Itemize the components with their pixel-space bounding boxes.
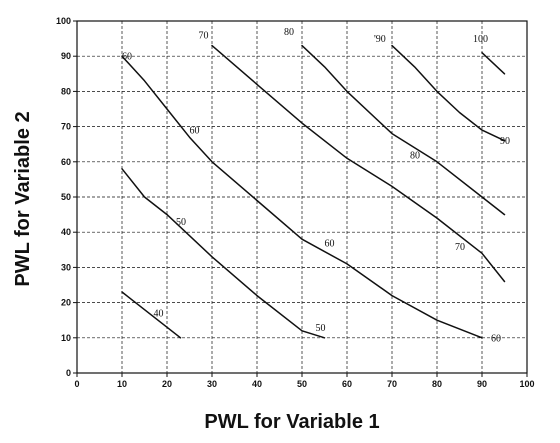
curve-label-1-b: 50 — [316, 323, 326, 334]
x-tick-label: 50 — [297, 379, 307, 389]
curve-line-4 — [211, 44, 506, 283]
x-tick-label: 20 — [162, 379, 172, 389]
y-tick-label: 20 — [61, 298, 71, 308]
curve-label-3-b: 60 — [325, 238, 335, 249]
curve-label-0: 40 — [154, 309, 164, 320]
curve-label-4-b: 70 — [455, 242, 465, 253]
curve-label-7: 100 — [473, 34, 488, 45]
curve-label-3: 60 — [190, 126, 200, 137]
x-tick-label: 40 — [252, 379, 262, 389]
curve-label-4: 70 — [199, 31, 209, 42]
x-tick-label: 90 — [477, 379, 487, 389]
y-tick-label: 100 — [56, 16, 71, 26]
curve-label-1: 50 — [176, 217, 186, 228]
y-tick-label: 80 — [61, 86, 71, 96]
curve-line-2 — [121, 55, 483, 339]
curves — [121, 44, 506, 339]
y-tick-label: 40 — [61, 227, 71, 237]
y-axis-title: PWL for Variable 2 — [12, 111, 34, 286]
y-tick-label: 70 — [61, 122, 71, 132]
curve-label-5-b: 80 — [410, 150, 420, 161]
x-tick-label: 10 — [117, 379, 127, 389]
curve-label-5: 80 — [284, 27, 294, 38]
x-axis-title: PWL for Variable 1 — [204, 411, 379, 433]
x-tick-label: 70 — [387, 379, 397, 389]
curve-label-6-b: 90 — [500, 136, 510, 147]
curve-label-6: '90 — [374, 34, 386, 45]
curve-line-1 — [121, 168, 326, 339]
y-tick-label: 10 — [61, 333, 71, 343]
x-tick-label: 60 — [342, 379, 352, 389]
x-tick-label: 100 — [519, 379, 534, 389]
y-tick-label: 50 — [61, 192, 71, 202]
curve-labels: 40 50 50 60 60 60 60 70 70 80 80 '90 90 100 — [122, 27, 510, 344]
curve-line-5 — [301, 44, 506, 216]
y-tick-label: 30 — [61, 262, 71, 272]
axis-ticks: 0 10 20 30 40 50 60 70 80 90 100 0 10 20 30 40 50 60 70 80 9… — [56, 16, 535, 389]
curve-line-7 — [481, 51, 506, 75]
x-tick-label: 0 — [74, 379, 79, 389]
curve-line-6 — [391, 44, 506, 142]
y-tick-label: 60 — [61, 157, 71, 167]
curve-label-3-c: 60 — [491, 333, 501, 344]
curve-line-0 — [121, 291, 182, 339]
y-tick-label: 90 — [61, 51, 71, 61]
y-tick-label: 0 — [66, 368, 71, 378]
x-tick-label: 80 — [432, 379, 442, 389]
x-tick-label: 30 — [207, 379, 217, 389]
curve-label-2: 60 — [122, 52, 132, 63]
